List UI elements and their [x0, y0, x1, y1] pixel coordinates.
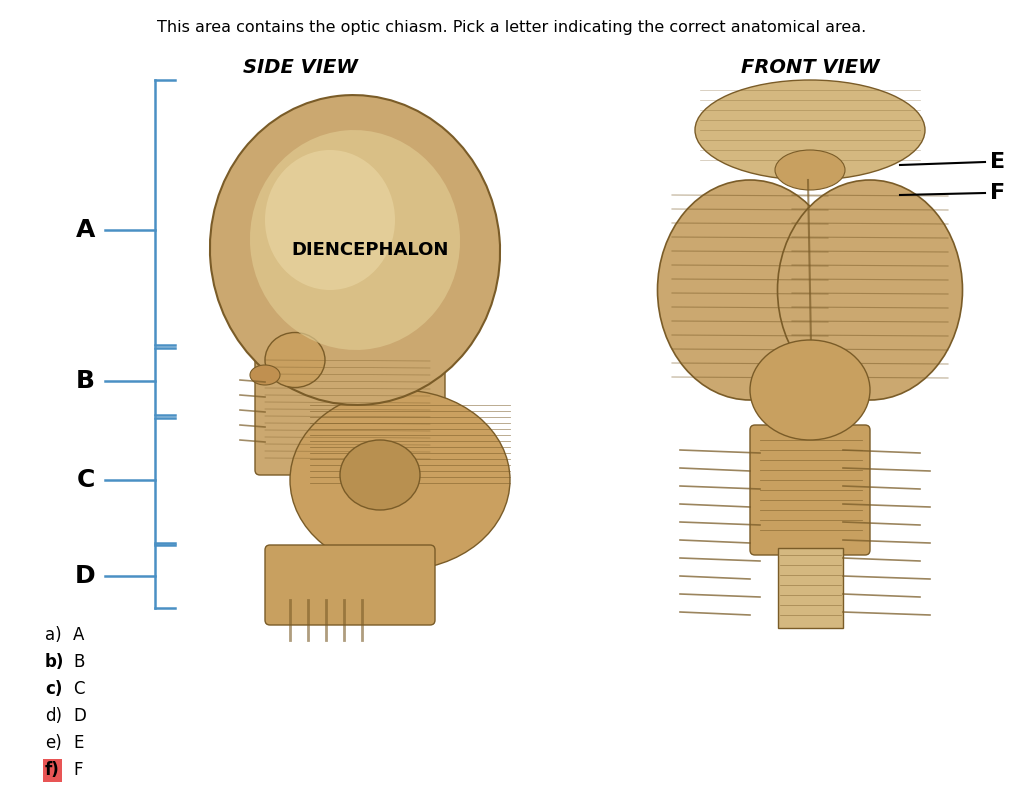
Text: E: E — [990, 152, 1006, 172]
Text: B: B — [76, 369, 95, 393]
FancyBboxPatch shape — [265, 545, 435, 625]
Text: A: A — [76, 218, 95, 242]
Text: D: D — [73, 707, 86, 725]
Text: A: A — [73, 626, 84, 644]
Ellipse shape — [750, 340, 870, 440]
Text: a): a) — [45, 626, 61, 644]
Text: F: F — [990, 183, 1006, 203]
Text: DIENCEPHALON: DIENCEPHALON — [291, 241, 449, 259]
Text: F: F — [73, 761, 83, 779]
Ellipse shape — [777, 180, 963, 400]
Text: B: B — [73, 653, 84, 671]
Ellipse shape — [695, 80, 925, 180]
Ellipse shape — [775, 150, 845, 190]
Text: SIDE VIEW: SIDE VIEW — [243, 58, 357, 77]
Bar — [778, 548, 843, 628]
FancyBboxPatch shape — [255, 345, 445, 475]
Ellipse shape — [250, 365, 280, 385]
Text: E: E — [73, 734, 83, 752]
FancyBboxPatch shape — [750, 425, 870, 555]
Text: d): d) — [45, 707, 62, 725]
Text: b): b) — [45, 653, 65, 671]
Ellipse shape — [290, 390, 510, 570]
Ellipse shape — [265, 332, 325, 387]
Ellipse shape — [340, 440, 420, 510]
Ellipse shape — [250, 130, 460, 350]
Text: c): c) — [45, 680, 62, 698]
Text: C: C — [73, 680, 85, 698]
Ellipse shape — [657, 180, 843, 400]
Text: C: C — [77, 468, 95, 492]
Text: This area contains the optic chiasm. Pick a letter indicating the correct anatom: This area contains the optic chiasm. Pic… — [158, 20, 866, 35]
Text: f): f) — [45, 761, 59, 779]
Ellipse shape — [265, 150, 395, 290]
Ellipse shape — [210, 95, 500, 405]
Text: e): e) — [45, 734, 61, 752]
Text: D: D — [75, 564, 95, 588]
Text: FRONT VIEW: FRONT VIEW — [740, 58, 880, 77]
